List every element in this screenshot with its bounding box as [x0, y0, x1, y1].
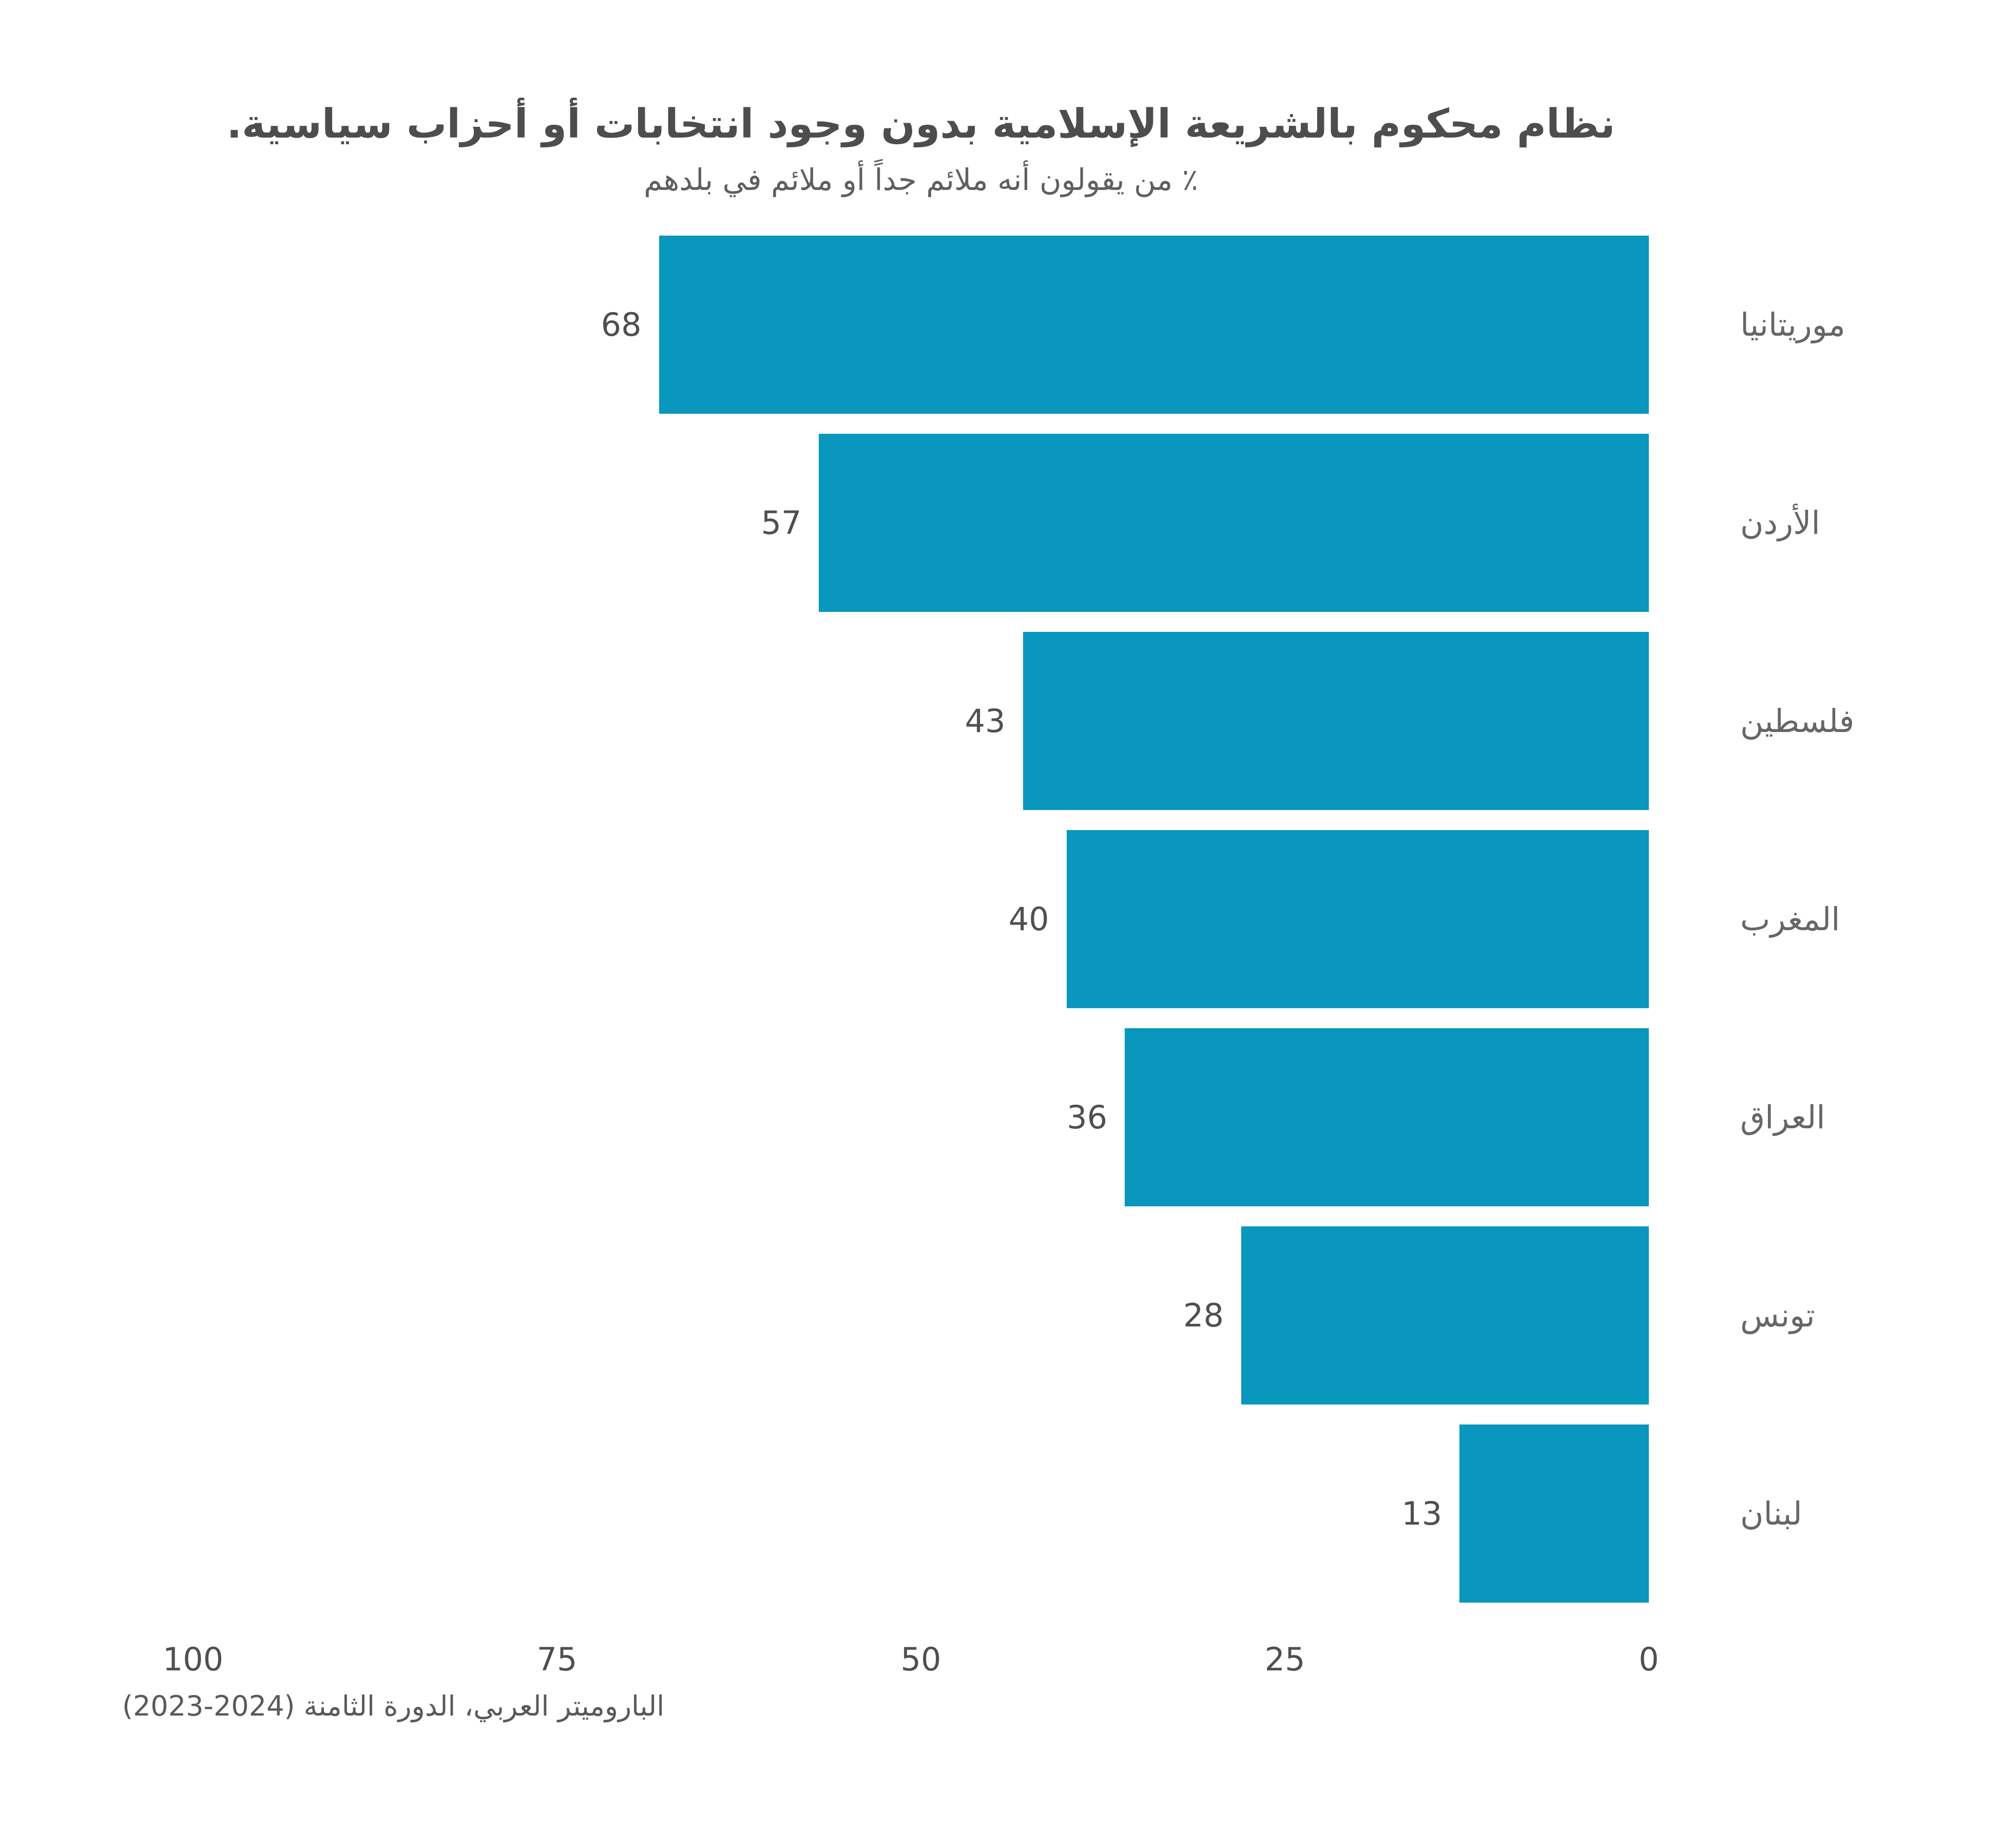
bar-row: 28	[193, 1226, 1649, 1404]
bar	[1241, 1226, 1649, 1404]
chart-title: نظام محكوم بالشريعة الإسلامية بدون وجود …	[226, 101, 1615, 147]
bar-row: 36	[193, 1028, 1649, 1206]
chart-header: نظام محكوم بالشريعة الإسلامية بدون وجود …	[193, 0, 1649, 198]
bar-row: 13	[193, 1424, 1649, 1603]
bar	[819, 434, 1649, 612]
bar-value-label: 68	[601, 306, 642, 343]
category-label: فلسطين	[1740, 702, 1855, 740]
x-tick-label: 25	[1264, 1641, 1305, 1678]
bar-value-label: 57	[761, 504, 802, 542]
bar	[1023, 632, 1649, 810]
category-label: موريتانيا	[1740, 306, 1845, 343]
bar-row: 68	[193, 236, 1649, 414]
chart-subtitle: ٪ من يقولون أنه ملائم جداً أو ملائم في ب…	[644, 162, 1198, 197]
bar-value-label: 40	[1008, 900, 1049, 938]
plot-area: 68 57 43 40 36 28 13	[193, 236, 1649, 1603]
x-tick-label: 100	[162, 1641, 224, 1678]
category-label: العراق	[1740, 1099, 1825, 1136]
bar-value-label: 28	[1183, 1297, 1224, 1334]
bar-value-label: 13	[1401, 1495, 1442, 1532]
x-tick-label: 75	[536, 1641, 578, 1678]
bar	[1066, 830, 1649, 1008]
category-label: المغرب	[1740, 900, 1840, 938]
category-label: الأردن	[1740, 504, 1820, 542]
bar-value-label: 36	[1067, 1099, 1108, 1136]
bar-row: 57	[193, 434, 1649, 612]
x-tick-label: 50	[900, 1641, 941, 1678]
source-note: الباروميتر العربي، الدورة الثامنة (2024-…	[122, 1690, 665, 1722]
bar-row: 40	[193, 830, 1649, 1008]
bar-value-label: 43	[965, 702, 1006, 740]
bar	[1125, 1028, 1649, 1206]
bar-row: 43	[193, 632, 1649, 810]
category-label: لبنان	[1740, 1495, 1802, 1532]
bar	[659, 236, 1649, 414]
bar	[1459, 1424, 1649, 1603]
category-label: تونس	[1740, 1297, 1815, 1334]
x-tick-label: 0	[1639, 1641, 1659, 1678]
value-axis: 100 75 50 25 0	[163, 1641, 1659, 1687]
